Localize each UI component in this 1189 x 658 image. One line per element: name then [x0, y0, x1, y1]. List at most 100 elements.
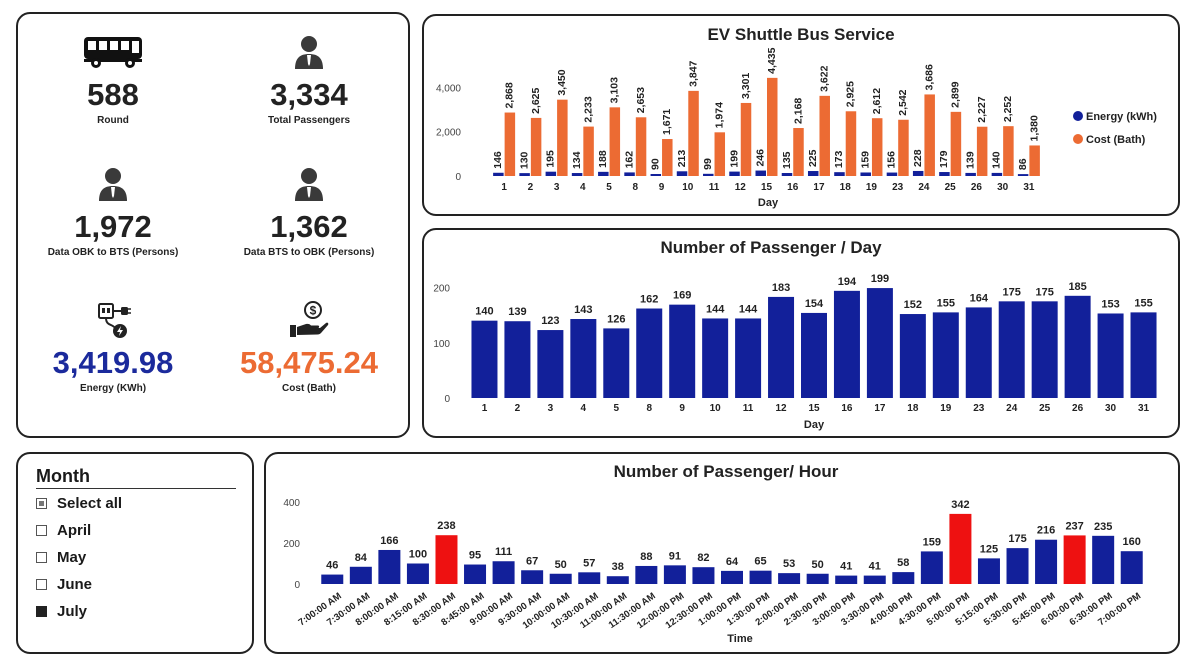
bar-data-label: 57 — [583, 557, 595, 569]
month-option-label: Select all — [57, 494, 123, 512]
hour-bar — [378, 549, 401, 584]
kpi-rounds: 588 Round — [18, 32, 208, 126]
y-tick-label: 0 — [444, 394, 450, 405]
chart-title: EV Shuttle Bus Service — [707, 25, 894, 44]
x-tick-label: 15 — [761, 182, 773, 193]
bar-data-label: 153 — [1101, 298, 1119, 310]
x-tick-label: 26 — [971, 182, 983, 193]
hour-bar — [835, 575, 858, 584]
checkbox[interactable] — [36, 605, 47, 617]
energy-bar — [676, 171, 688, 176]
energy-data-label: 135 — [781, 151, 793, 169]
energy-data-label: 213 — [676, 150, 688, 168]
legend-swatch-energy — [1073, 111, 1083, 121]
x-axis-title: Day — [758, 197, 779, 209]
bar-data-label: 140 — [475, 306, 493, 318]
y-tick-label: 0 — [455, 172, 461, 183]
bar-data-label: 91 — [669, 550, 681, 562]
energy-data-label: 86 — [1017, 158, 1029, 170]
checkbox[interactable] — [36, 551, 47, 563]
month-option-may[interactable]: May — [36, 546, 86, 568]
month-slicer-title: Month — [36, 466, 90, 486]
cost-data-label: 3,686 — [923, 64, 935, 90]
checkbox[interactable] — [36, 497, 47, 509]
ev-shuttle-chart-panel: EV Shuttle Bus Service Day 0 2,000 4,000 14… — [422, 14, 1180, 216]
bar-data-label: 238 — [437, 520, 455, 532]
kpi-panel: 588 Round 3,334 Total Passengers 1,972 D… — [16, 12, 410, 438]
ev-shuttle-chart: EV Shuttle Bus Service Day 02,0004,00014… — [436, 25, 1157, 209]
bar-data-label: 38 — [612, 561, 624, 573]
x-tick-label: 5 — [606, 182, 612, 193]
energy-data-label: 156 — [886, 151, 898, 169]
kpi-bts-to-obk-label: Data BTS to OBK (Persons) — [243, 247, 375, 258]
energy-data-label: 173 — [833, 150, 845, 168]
day-bar — [1130, 312, 1157, 398]
svg-text:$: $ — [310, 304, 317, 318]
passenger-per-day-chart: Number of Passenger / Day Day 0 100 200 140… — [433, 238, 1157, 431]
month-option-select-all[interactable]: Select all — [36, 492, 122, 514]
energy-bar — [1017, 174, 1029, 176]
checkbox[interactable] — [36, 524, 47, 536]
kpi-passengers-value: 3,334 — [270, 77, 348, 112]
hour-bar — [806, 573, 829, 584]
energy-bar — [755, 170, 766, 176]
cost-data-label: 3,301 — [740, 73, 752, 99]
hand-money-icon: $ — [214, 300, 404, 340]
bar-data-label: 100 — [409, 549, 427, 561]
energy-data-label: 179 — [938, 150, 950, 168]
bar-data-label: 82 — [697, 552, 709, 564]
x-tick-label: 1 — [482, 403, 488, 414]
day-bar — [1031, 301, 1058, 398]
cost-bar — [530, 117, 542, 176]
cost-bar — [635, 117, 647, 176]
bar-data-label: 88 — [640, 551, 652, 563]
month-option-june[interactable]: June — [36, 573, 92, 595]
x-tick-label: 16 — [787, 182, 799, 193]
ev-charger-icon — [18, 300, 208, 340]
hour-bar — [749, 570, 772, 584]
checkbox[interactable] — [36, 578, 47, 590]
hour-bar — [521, 570, 544, 584]
y-tick-label: 4,000 — [436, 83, 461, 94]
x-tick-label: 17 — [813, 182, 825, 193]
x-tick-label: 2 — [515, 403, 521, 414]
bar-data-label: 64 — [726, 556, 739, 568]
day-bar — [866, 288, 893, 398]
cost-data-label: 2,625 — [530, 87, 542, 113]
bar-data-label: 169 — [673, 290, 691, 302]
x-tick-label: 30 — [1105, 403, 1117, 414]
month-option-april[interactable]: April — [36, 519, 91, 541]
hour-bar — [663, 565, 686, 584]
hour-bar-highlighted — [435, 535, 458, 584]
x-tick-label: 4 — [580, 182, 586, 193]
energy-bar — [781, 173, 793, 176]
bar-data-label: 155 — [937, 297, 955, 309]
bar-data-label: 139 — [508, 306, 526, 318]
kpi-bts-to-obk: 1,362 Data BTS to OBK (Persons) — [214, 164, 404, 258]
hour-bar — [692, 567, 715, 584]
x-tick-label: 8 — [633, 182, 639, 193]
hour-bar — [606, 576, 629, 584]
chart-title: Number of Passenger/ Hour — [614, 462, 839, 481]
energy-bar — [545, 171, 557, 176]
cost-data-label: 2,233 — [582, 96, 594, 122]
hour-bar — [778, 573, 801, 584]
day-bar — [1097, 313, 1124, 398]
cost-data-label: 2,227 — [976, 96, 988, 122]
cost-bar — [714, 132, 726, 176]
day-bar — [801, 312, 827, 398]
month-option-label: July — [57, 602, 88, 620]
kpi-rounds-label: Round — [97, 115, 129, 126]
bar-data-label: 235 — [1094, 521, 1112, 533]
cost-data-label: 2,252 — [1002, 96, 1014, 122]
bar-data-label: 237 — [1065, 520, 1083, 532]
bar-data-label: 154 — [805, 298, 824, 310]
month-option-july[interactable]: July — [36, 600, 87, 622]
x-tick-label: 25 — [945, 182, 957, 193]
cost-data-label: 3,622 — [819, 65, 831, 91]
x-tick-label: 9 — [659, 182, 665, 193]
month-slicer-divider — [36, 488, 236, 489]
cost-data-label: 2,925 — [845, 81, 857, 107]
cost-bar — [950, 111, 962, 176]
kpi-energy: 3,419.98 Energy (KWh) — [18, 300, 208, 394]
